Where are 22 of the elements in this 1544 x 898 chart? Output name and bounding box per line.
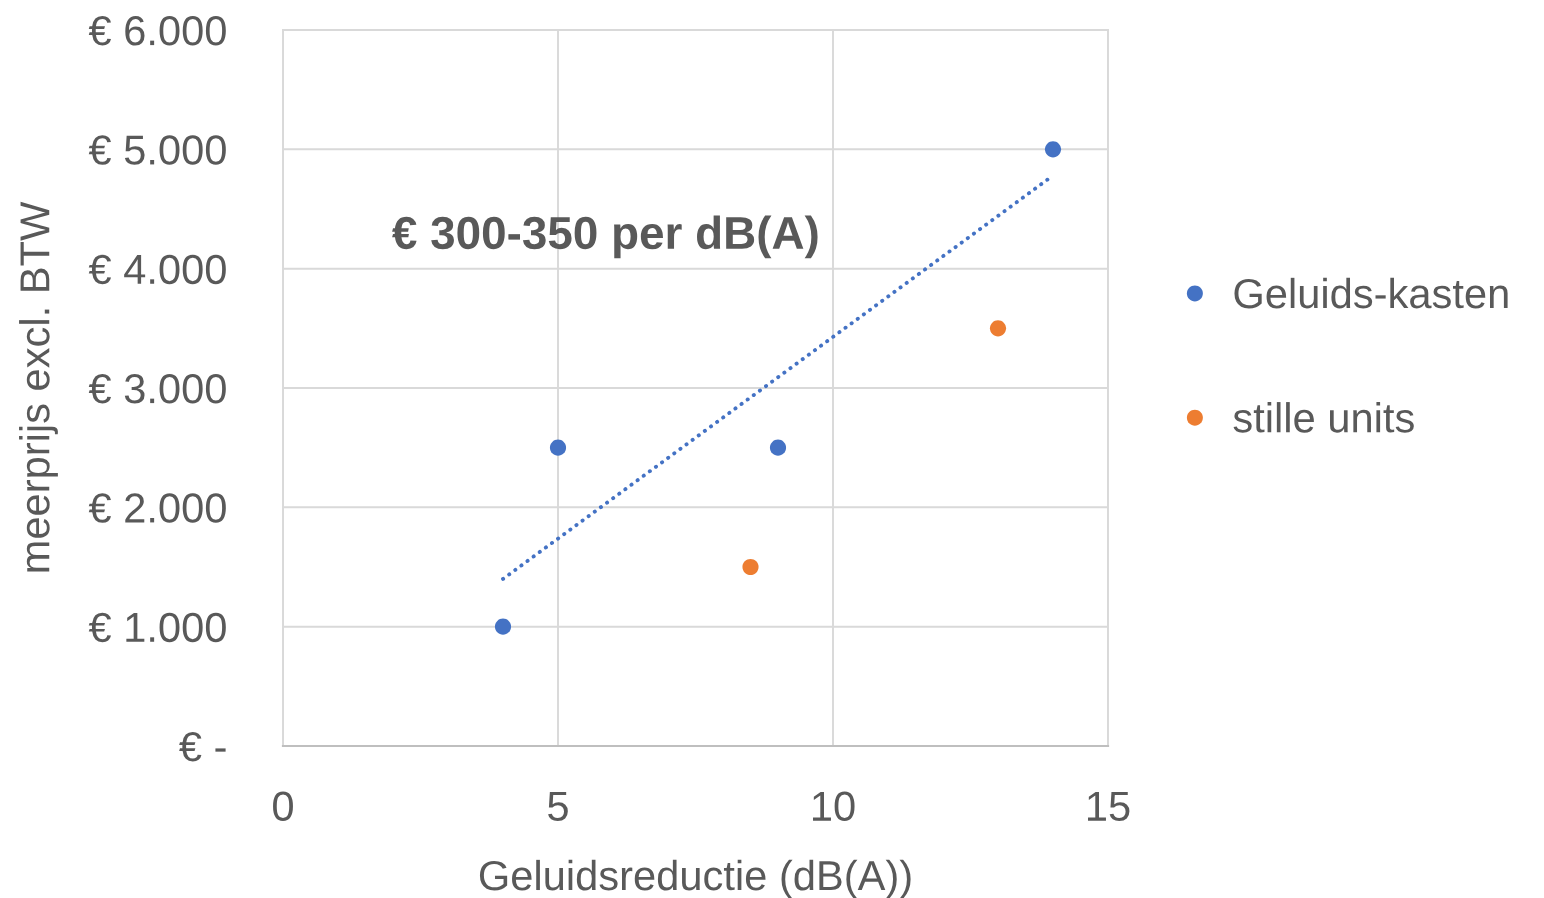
x-tick-label: 15 xyxy=(1088,791,1130,822)
y-axis-title: meerprijs excl. BTW xyxy=(19,201,58,572)
x-tick-label: 10 xyxy=(813,791,855,822)
point xyxy=(742,558,759,576)
point xyxy=(989,320,1007,337)
y-tick-label: € - xyxy=(179,732,226,762)
x-axis-title: Geluidsreductie (dB(A)) xyxy=(479,859,911,898)
y-tick-label: € 6.000 xyxy=(88,16,226,46)
legend-label: Geluids-kasten xyxy=(1234,277,1508,309)
point xyxy=(1044,141,1062,158)
y-tick-label: € 2.000 xyxy=(88,493,226,523)
legend-label: stille units xyxy=(1233,402,1414,433)
point xyxy=(769,439,787,456)
y-tick-label: € 4.000 xyxy=(88,254,226,285)
point xyxy=(549,439,567,456)
x-tick-label: 5 xyxy=(548,791,568,822)
y-tick-label: € 3.000 xyxy=(88,374,226,404)
y-tick-label: € 5.000 xyxy=(88,135,226,165)
point xyxy=(494,618,512,635)
x-tick-label: 0 xyxy=(273,791,293,822)
y-tick-label: € 1.000 xyxy=(88,612,226,643)
annotation: € 300-350 per dB(A) xyxy=(392,215,818,259)
